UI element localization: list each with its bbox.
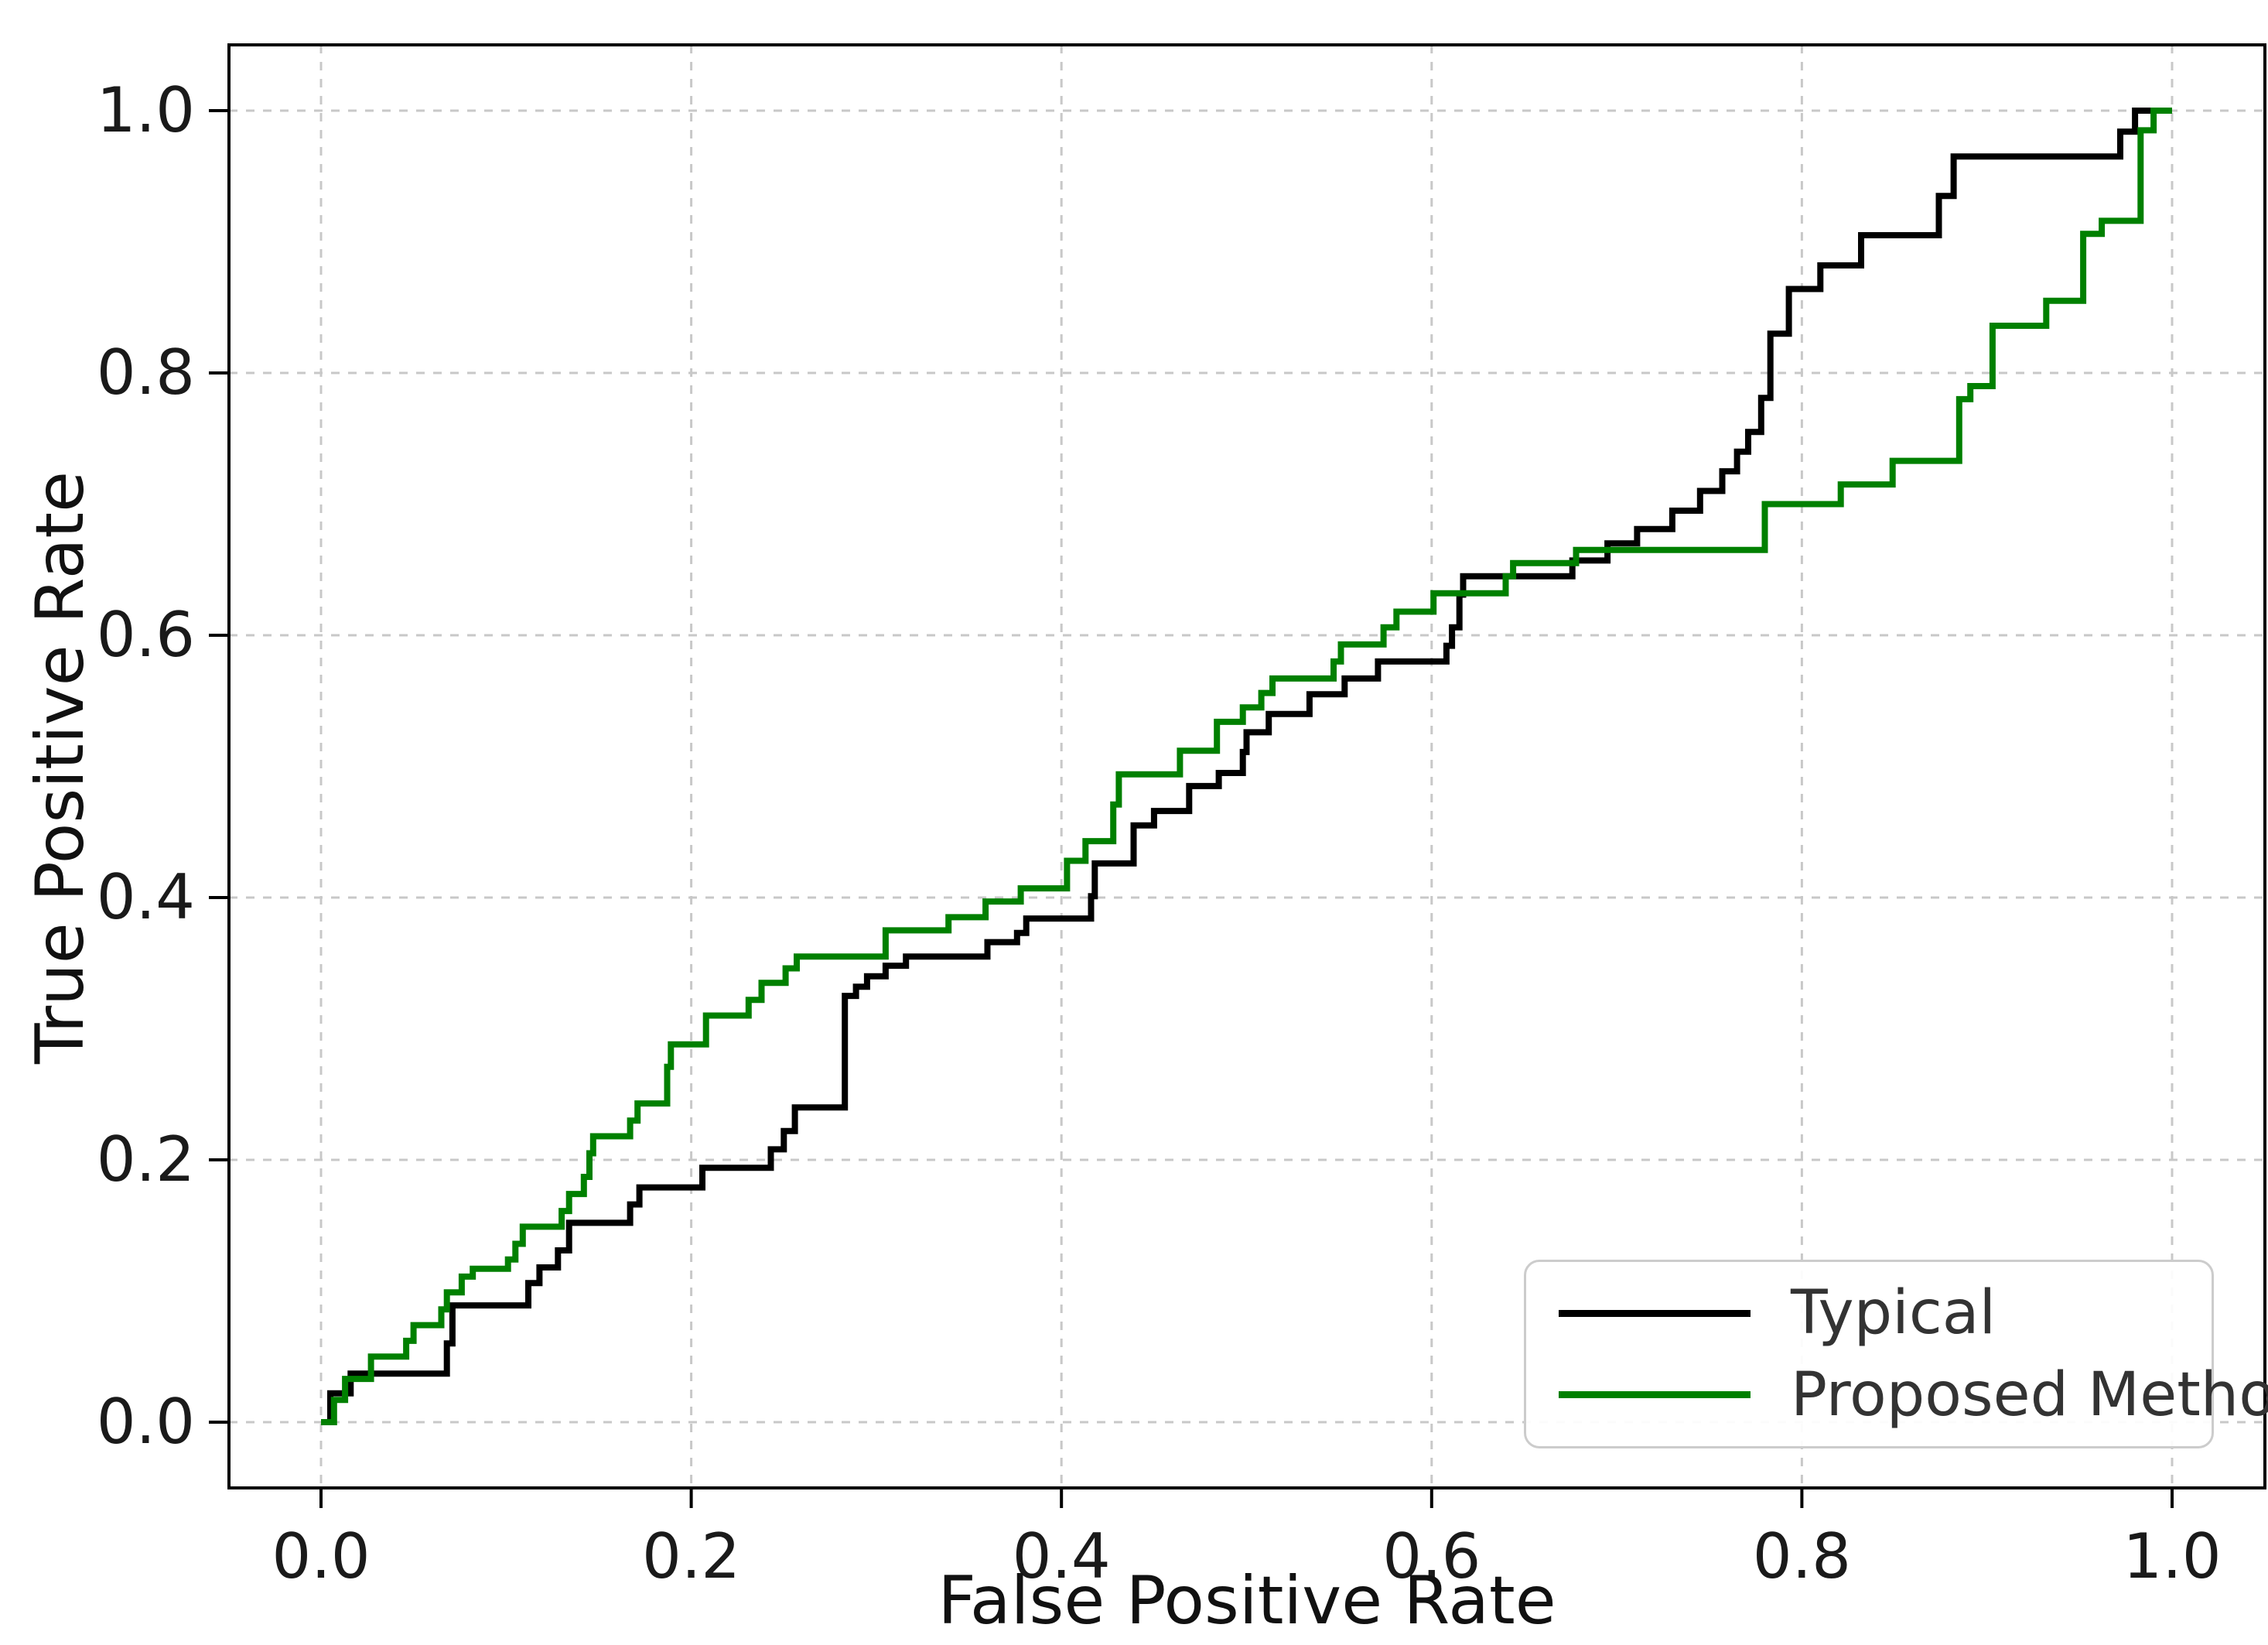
legend: Typical Proposed Method xyxy=(1524,1260,2268,1448)
y-tick-label: 0.2 xyxy=(96,1123,195,1195)
y-tick-label: 0.6 xyxy=(96,599,195,671)
legend-item-proposed-method: Proposed Method xyxy=(1526,1365,2268,1425)
proposed-method-line-swatch xyxy=(1559,1391,1751,1399)
roc-curve-typical xyxy=(321,108,2172,1425)
y-tick-label: 0.4 xyxy=(96,861,195,933)
y-tick-label: 1.0 xyxy=(96,74,195,146)
x-tick-label: 1.0 xyxy=(2123,1520,2222,1592)
y-tick-label: 0.0 xyxy=(96,1386,195,1458)
axes-spines xyxy=(227,43,2266,1489)
x-tick-label: 0.8 xyxy=(1752,1520,1852,1592)
y-axis-title: True Positive Rate xyxy=(22,470,99,1065)
x-axis-title: False Positive Rate xyxy=(938,1562,1556,1640)
legend-label-proposed-method: Proposed Method xyxy=(1791,1359,2268,1430)
typical-line-swatch xyxy=(1559,1309,1751,1317)
legend-label-typical: Typical xyxy=(1791,1278,1996,1349)
legend-item-typical: Typical xyxy=(1526,1283,2212,1343)
x-tick-label: 0.2 xyxy=(641,1520,741,1592)
roc-curve-proposed-method xyxy=(321,108,2172,1425)
x-tick-label: 0.4 xyxy=(1012,1520,1111,1592)
y-tick-label: 0.8 xyxy=(96,337,195,409)
x-tick-label: 0.6 xyxy=(1382,1520,1481,1592)
x-tick-label: 0.0 xyxy=(272,1520,371,1592)
